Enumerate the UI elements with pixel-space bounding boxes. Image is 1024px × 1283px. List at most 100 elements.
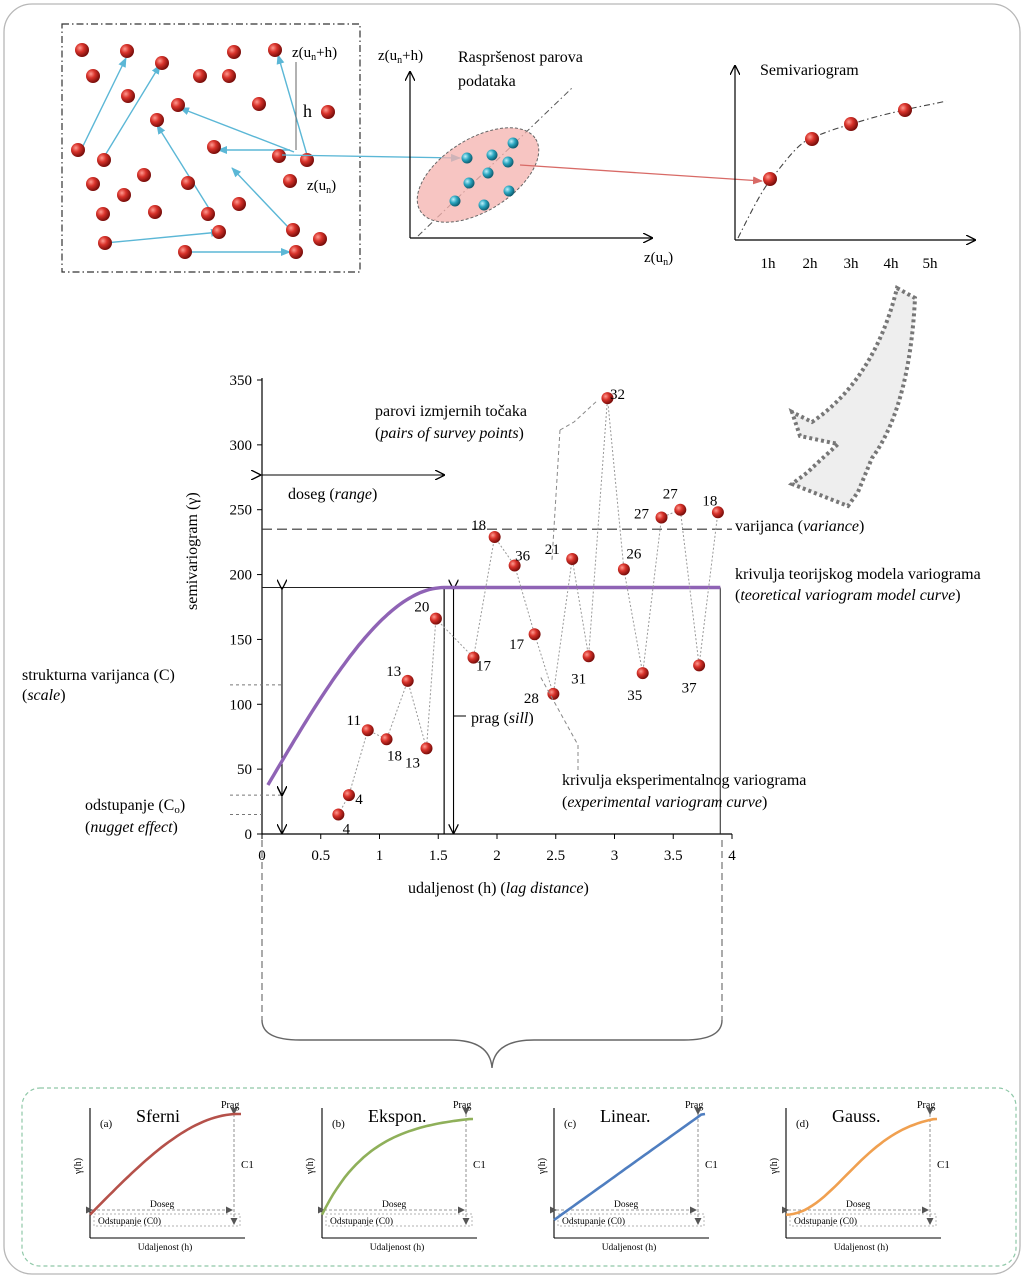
semivario-ticks: 1h 2h 3h 4h 5h	[761, 256, 939, 272]
pair-arrow	[231, 167, 289, 228]
point-count-label: 36	[515, 548, 531, 564]
field-point	[86, 69, 100, 83]
model-4: (d) Gauss. Prag C1 γ(h) Udaljenost (h) Doseg Od…	[769, 1100, 950, 1253]
x-tick-label: 3.5	[664, 848, 683, 864]
pair-point	[507, 137, 519, 149]
model-letter: (a)	[100, 1118, 113, 1130]
model-curve	[320, 1117, 474, 1216]
pair-point	[449, 195, 461, 207]
experimental-line	[337, 398, 719, 815]
field-point	[227, 45, 241, 59]
experimental-point	[693, 659, 706, 672]
models-panel	[21, 1087, 1017, 1267]
model-types: (a) Sferni Prag C1 γ(h) Udaljenost (h) Doseg Od…	[73, 1100, 950, 1253]
point-count-label: 4	[355, 792, 363, 808]
tick-2h: 2h	[803, 256, 819, 272]
y-tick-label: 50	[237, 762, 252, 778]
point-count-label: 13	[405, 755, 420, 771]
scatter-title-1: Raspršenost parova	[458, 49, 583, 66]
model-prag: Prag	[917, 1100, 935, 1111]
model-prag: Prag	[685, 1100, 703, 1111]
model-odstupanje: Odstupanje (C0)	[330, 1216, 393, 1227]
field-point	[137, 168, 151, 182]
scatter-diagonal	[417, 87, 573, 237]
field-point	[71, 143, 85, 157]
semivario-points	[763, 103, 912, 186]
model-nugget-box	[325, 1213, 473, 1227]
semivario-point	[844, 117, 858, 131]
model-doseg: Doseg	[150, 1200, 175, 1210]
model-x-label: Udaljenost (h)	[602, 1242, 657, 1253]
experimental-point	[467, 651, 480, 664]
tick-4h: 4h	[884, 256, 900, 272]
experimental-curve	[337, 398, 719, 815]
experimental-point	[361, 724, 374, 737]
semivariogram-title: Semivariogram	[760, 62, 859, 79]
label-zh: z(un+h)	[292, 45, 337, 63]
scatter-y-label: z(un+h)	[378, 48, 423, 66]
y-tick-label: 0	[245, 827, 253, 843]
semivario-point	[805, 132, 819, 146]
model-name: Ekspon.	[368, 1106, 427, 1126]
main-y-label: semivariogram (γ)	[184, 492, 201, 610]
field-point	[155, 56, 169, 70]
field-point	[86, 177, 100, 191]
pair-point	[502, 156, 514, 168]
experimental-point	[508, 559, 521, 572]
pair-point	[463, 177, 475, 189]
point-count-label: 31	[571, 671, 586, 687]
model-nugget-box	[557, 1213, 705, 1227]
pair-arrow	[103, 64, 161, 158]
field-point	[171, 98, 185, 112]
model-2: (b) Ekspon. Prag C1 γ(h) Udaljenost (h) Doseg O…	[305, 1100, 486, 1253]
point-count-label: 27	[634, 506, 650, 522]
model-y-label: γ(h)	[769, 1158, 780, 1175]
pair-arrow	[179, 107, 295, 153]
point-count-label: 17	[476, 659, 492, 675]
point-count-label: 27	[663, 487, 679, 503]
point-count-label: 20	[414, 600, 429, 616]
model-x-label: Udaljenost (h)	[370, 1242, 425, 1253]
pairs-label-en: (pairs of survey points)	[375, 425, 524, 442]
semivario-point	[898, 103, 912, 117]
pair-point	[503, 185, 515, 197]
model-odstupanje: Odstupanje (C0)	[794, 1216, 857, 1227]
pair-point	[478, 199, 490, 211]
model-c1: C1	[473, 1159, 486, 1171]
field-point	[283, 174, 297, 188]
y-tick-label: 350	[230, 373, 253, 389]
field-point	[321, 105, 335, 119]
model-letter: (c)	[564, 1118, 577, 1130]
model-name: Linear.	[600, 1106, 650, 1126]
y-tick-label: 200	[230, 568, 253, 584]
experimental-point	[332, 808, 345, 821]
experimental-label-en: (experimental variogram curve)	[562, 794, 767, 811]
outer-frame	[3, 3, 1021, 1275]
field-point	[98, 236, 112, 250]
model-curve	[785, 1117, 938, 1216]
model-y-label: γ(h)	[305, 1158, 316, 1175]
field-point	[97, 153, 111, 167]
field-point	[201, 207, 215, 221]
variance-label: varijanca (variance)	[735, 518, 864, 535]
pairs-label: parovi izmjernih točaka	[375, 403, 527, 420]
field-point	[300, 153, 314, 167]
x-tick-label: 4	[728, 848, 736, 864]
x-tick-label: 3	[611, 848, 619, 864]
scatter-ellipse	[416, 127, 540, 223]
y-tick-label: 300	[230, 438, 253, 454]
model-prag: Prag	[453, 1100, 471, 1111]
experimental-point	[547, 687, 560, 700]
model-y-label: γ(h)	[537, 1158, 548, 1175]
field-point	[222, 69, 236, 83]
field-point	[150, 113, 164, 127]
curly-brace	[261, 1019, 723, 1069]
model-letter: (b)	[332, 1118, 345, 1130]
scatter-pairs	[449, 137, 519, 211]
field-point	[268, 43, 282, 57]
pair-arrow	[104, 228, 221, 244]
semivario-curve	[737, 100, 947, 239]
